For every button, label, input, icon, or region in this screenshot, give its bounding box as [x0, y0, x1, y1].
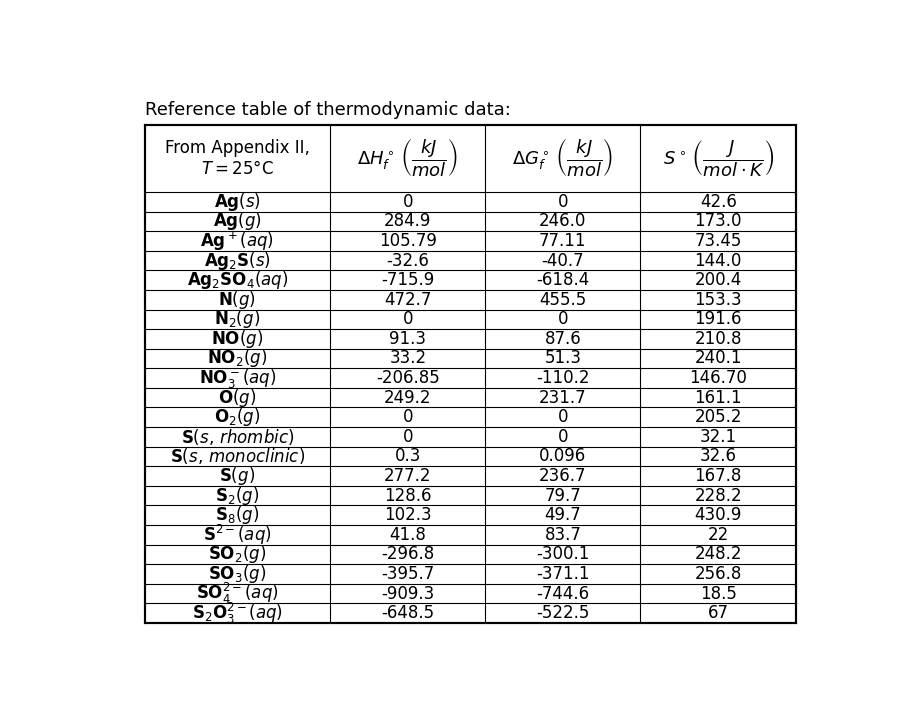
Text: $\mathbf{NO}_3^-(\mathit{aq})$: $\mathbf{NO}_3^-(\mathit{aq})$: [199, 367, 275, 390]
Text: $\mathbf{SO}_4^{2-}(\mathit{aq})$: $\mathbf{SO}_4^{2-}(\mathit{aq})$: [196, 581, 278, 606]
Text: 277.2: 277.2: [384, 467, 431, 485]
Text: 153.3: 153.3: [694, 291, 741, 309]
Text: -744.6: -744.6: [535, 584, 589, 602]
Text: 105.79: 105.79: [378, 232, 436, 250]
Text: 240.1: 240.1: [694, 350, 741, 368]
Text: 0.096: 0.096: [538, 447, 586, 466]
Text: 173.0: 173.0: [694, 213, 741, 230]
Text: 0.3: 0.3: [394, 447, 421, 466]
Text: -40.7: -40.7: [541, 252, 583, 269]
Text: $\mathbf{N}(\mathit{g})$: $\mathbf{N}(\mathit{g})$: [219, 289, 256, 311]
Text: 77.11: 77.11: [538, 232, 586, 250]
Text: -909.3: -909.3: [381, 584, 434, 602]
Text: $\mathbf{S}_2(\mathit{g})$: $\mathbf{S}_2(\mathit{g})$: [215, 485, 259, 507]
Text: $\mathbf{O}(\mathit{g})$: $\mathbf{O}(\mathit{g})$: [218, 387, 256, 409]
Text: 144.0: 144.0: [694, 252, 741, 269]
Text: $\mathbf{Ag}_2\mathbf{SO}_4(\mathit{aq})$: $\mathbf{Ag}_2\mathbf{SO}_4(\mathit{aq})…: [187, 269, 288, 291]
Text: 32.1: 32.1: [699, 428, 736, 446]
Text: 249.2: 249.2: [384, 389, 431, 407]
Text: 83.7: 83.7: [544, 526, 581, 544]
Text: 430.9: 430.9: [694, 506, 741, 524]
Text: 246.0: 246.0: [538, 213, 586, 230]
Text: 0: 0: [557, 428, 567, 446]
Text: $\mathbf{Ag}(\mathit{s})$: $\mathbf{Ag}(\mathit{s})$: [214, 191, 261, 213]
Text: -300.1: -300.1: [535, 545, 589, 563]
Text: -522.5: -522.5: [535, 604, 589, 622]
Text: 161.1: 161.1: [694, 389, 741, 407]
Text: 455.5: 455.5: [538, 291, 586, 309]
Text: 32.6: 32.6: [699, 447, 736, 466]
Text: 0: 0: [557, 310, 567, 328]
Text: 0: 0: [402, 408, 413, 427]
Text: 73.45: 73.45: [694, 232, 741, 250]
Text: $\Delta H_f^\circ\,\left(\dfrac{kJ}{mol}\right)$: $\Delta H_f^\circ\,\left(\dfrac{kJ}{mol}…: [357, 137, 458, 179]
Text: 41.8: 41.8: [389, 526, 425, 544]
Text: 0: 0: [402, 428, 413, 446]
Text: -296.8: -296.8: [381, 545, 434, 563]
Text: -618.4: -618.4: [535, 271, 589, 289]
Text: $\mathbf{SO}_2(\mathit{g})$: $\mathbf{SO}_2(\mathit{g})$: [208, 543, 266, 565]
Text: -395.7: -395.7: [381, 565, 434, 583]
Text: $\mathbf{N}_2(\mathit{g})$: $\mathbf{N}_2(\mathit{g})$: [214, 309, 260, 331]
Text: $\mathbf{Ag}_2\mathbf{S}(\mathit{s})$: $\mathbf{Ag}_2\mathbf{S}(\mathit{s})$: [203, 250, 271, 272]
Text: $\mathbf{NO}(\mathit{g})$: $\mathbf{NO}(\mathit{g})$: [211, 328, 263, 350]
Text: 49.7: 49.7: [544, 506, 581, 524]
Text: $\Delta G_f^\circ\,\left(\dfrac{kJ}{mol}\right)$: $\Delta G_f^\circ\,\left(\dfrac{kJ}{mol}…: [512, 137, 612, 179]
Text: 102.3: 102.3: [384, 506, 431, 524]
Text: 22: 22: [707, 526, 728, 544]
Text: 0: 0: [402, 193, 413, 210]
Text: 200.4: 200.4: [694, 271, 741, 289]
Text: 231.7: 231.7: [538, 389, 586, 407]
Text: $\mathbf{Ag}(\mathit{g})$: $\mathbf{Ag}(\mathit{g})$: [213, 210, 262, 232]
Text: 18.5: 18.5: [699, 584, 736, 602]
Text: Reference table of thermodynamic data:: Reference table of thermodynamic data:: [144, 101, 510, 119]
Text: -32.6: -32.6: [386, 252, 429, 269]
Text: $\mathbf{SO}_3(\mathit{g})$: $\mathbf{SO}_3(\mathit{g})$: [208, 563, 266, 585]
Text: $\mathbf{S}(\mathit{s,\,monoclinic})$: $\mathbf{S}(\mathit{s,\,monoclinic})$: [170, 447, 304, 466]
Text: 205.2: 205.2: [694, 408, 741, 427]
Text: -648.5: -648.5: [381, 604, 433, 622]
Text: $\mathbf{S}_2\mathbf{O}_3^{2-}(\mathit{aq})$: $\mathbf{S}_2\mathbf{O}_3^{2-}(\mathit{a…: [191, 601, 283, 626]
Text: $\mathbf{S}^{2-}(\mathit{aq})$: $\mathbf{S}^{2-}(\mathit{aq})$: [203, 523, 272, 547]
Text: $\mathbf{NO}_2(\mathit{g})$: $\mathbf{NO}_2(\mathit{g})$: [207, 348, 267, 370]
Text: 284.9: 284.9: [384, 213, 431, 230]
Text: $\mathbf{Ag}^+(\mathit{aq})$: $\mathbf{Ag}^+(\mathit{aq})$: [200, 230, 275, 252]
Text: 42.6: 42.6: [699, 193, 736, 210]
Text: -715.9: -715.9: [381, 271, 434, 289]
Text: 0: 0: [557, 193, 567, 210]
Text: 228.2: 228.2: [694, 486, 741, 505]
Text: 87.6: 87.6: [544, 330, 581, 348]
Text: 0: 0: [402, 310, 413, 328]
Text: 91.3: 91.3: [389, 330, 426, 348]
Text: $\mathbf{S}(\mathit{g})$: $\mathbf{S}(\mathit{g})$: [219, 465, 256, 487]
Text: -371.1: -371.1: [535, 565, 589, 583]
Text: From Appendix II,
$T = 25°\mathrm{C}$: From Appendix II, $T = 25°\mathrm{C}$: [164, 139, 310, 178]
Text: -206.85: -206.85: [376, 369, 439, 387]
Text: 128.6: 128.6: [384, 486, 431, 505]
Text: -110.2: -110.2: [535, 369, 589, 387]
Text: 256.8: 256.8: [694, 565, 741, 583]
Text: 210.8: 210.8: [694, 330, 741, 348]
Text: $\mathbf{S}(\mathit{s,\,rhombic})$: $\mathbf{S}(\mathit{s,\,rhombic})$: [181, 427, 293, 447]
Text: 0: 0: [557, 408, 567, 427]
Text: 33.2: 33.2: [389, 350, 426, 368]
Text: 236.7: 236.7: [538, 467, 586, 485]
Text: $\mathbf{S}_8(\mathit{g})$: $\mathbf{S}_8(\mathit{g})$: [215, 504, 259, 526]
Text: 146.70: 146.70: [688, 369, 747, 387]
Text: 248.2: 248.2: [694, 545, 741, 563]
Text: $S^\circ\,\left(\dfrac{J}{mol \cdot K}\right)$: $S^\circ\,\left(\dfrac{J}{mol \cdot K}\r…: [662, 138, 773, 178]
Text: 167.8: 167.8: [694, 467, 741, 485]
Text: 472.7: 472.7: [384, 291, 431, 309]
Text: $\mathbf{O}_2(\mathit{g})$: $\mathbf{O}_2(\mathit{g})$: [214, 406, 260, 428]
Text: 67: 67: [707, 604, 728, 622]
Text: 79.7: 79.7: [544, 486, 581, 505]
Text: 191.6: 191.6: [694, 310, 741, 328]
Text: 51.3: 51.3: [544, 350, 581, 368]
